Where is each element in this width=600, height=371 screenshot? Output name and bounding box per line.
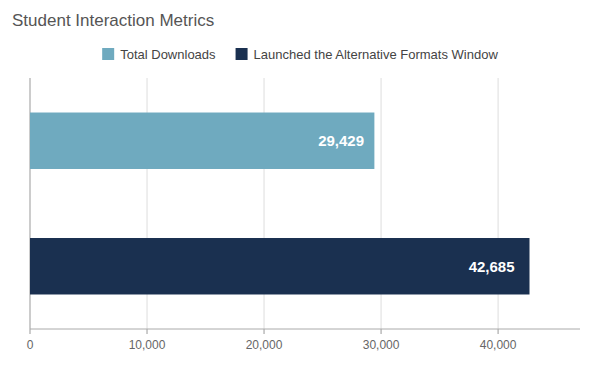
chart: Student Interaction Metrics 0 10,000 20,000… bbox=[0, 0, 600, 371]
tick-label: 30,000 bbox=[363, 338, 400, 352]
bar bbox=[30, 113, 374, 169]
bars bbox=[30, 113, 530, 295]
legend-swatch bbox=[236, 48, 248, 60]
tick-label: 20,000 bbox=[246, 338, 283, 352]
legend-label: Launched the Alternative Formats Window bbox=[254, 47, 499, 62]
tick-label: 0 bbox=[27, 338, 34, 352]
tick-mark bbox=[381, 329, 382, 334]
data-label: 29,429 bbox=[318, 132, 364, 149]
tick-mark bbox=[498, 329, 499, 334]
legend-swatch bbox=[102, 48, 114, 60]
tick-mark bbox=[147, 329, 148, 334]
legend: Total Downloads Launched the Alternative … bbox=[102, 47, 498, 62]
legend-item: Launched the Alternative Formats Window bbox=[236, 47, 499, 62]
tick-mark bbox=[264, 329, 265, 334]
legend-label: Total Downloads bbox=[120, 47, 216, 62]
x-axis-line bbox=[30, 329, 580, 330]
tick-label: 10,000 bbox=[129, 338, 166, 352]
tick-label: 40,000 bbox=[480, 338, 517, 352]
x-axis: 0 10,000 20,000 30,000 40,000 bbox=[27, 329, 517, 352]
data-labels: 29,429 42,685 bbox=[318, 132, 514, 275]
bar bbox=[30, 238, 530, 294]
title: Student Interaction Metrics bbox=[12, 11, 214, 30]
tick-mark bbox=[30, 329, 31, 334]
legend-item: Total Downloads bbox=[102, 47, 216, 62]
data-label: 42,685 bbox=[469, 258, 515, 275]
